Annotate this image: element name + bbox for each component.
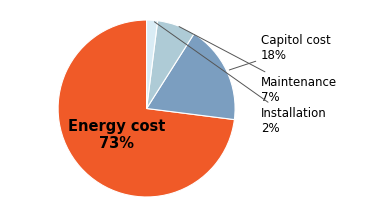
Wedge shape: [147, 34, 235, 120]
Text: Installation
2%: Installation 2%: [155, 22, 327, 135]
Text: Maintenance
7%: Maintenance 7%: [179, 26, 337, 104]
Wedge shape: [147, 21, 194, 108]
Wedge shape: [147, 20, 158, 108]
Text: Capitol cost
18%: Capitol cost 18%: [229, 34, 331, 70]
Text: Energy cost
73%: Energy cost 73%: [68, 119, 166, 151]
Wedge shape: [58, 20, 234, 197]
